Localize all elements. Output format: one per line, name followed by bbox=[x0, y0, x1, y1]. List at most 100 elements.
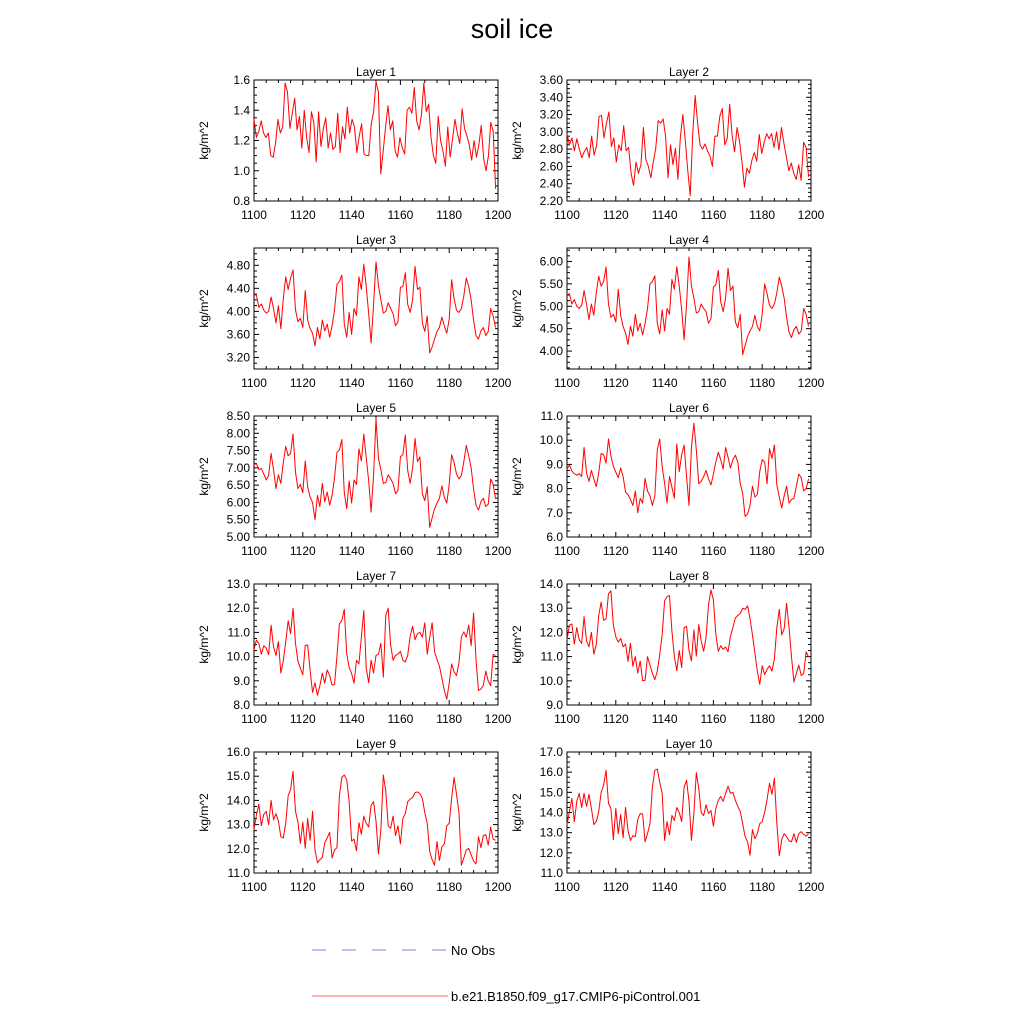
x-tick-label: 1160 bbox=[700, 208, 726, 222]
y-tick-label: 3.20 bbox=[227, 350, 251, 364]
x-tick-label: 1120 bbox=[290, 376, 316, 390]
y-tick-label: 8.00 bbox=[227, 426, 251, 440]
y-axis-label: kg/m^2 bbox=[510, 289, 524, 328]
panel-layer-3: Layer 3 1100 1120 1140 1160 1180 1200 3.20 3.60 4… bbox=[197, 233, 512, 390]
y-axis-label: kg/m^2 bbox=[510, 121, 524, 160]
x-tick-label: 1100 bbox=[554, 544, 580, 558]
y-tick-label: 12.0 bbox=[227, 601, 251, 615]
y-axis-label: kg/m^2 bbox=[510, 457, 524, 496]
y-axis-label: kg/m^2 bbox=[197, 625, 211, 664]
y-tick-label: 7.50 bbox=[227, 444, 251, 458]
x-tick-label: 1100 bbox=[241, 544, 267, 558]
x-tick-label: 1100 bbox=[241, 712, 267, 726]
x-tick-label: 1120 bbox=[603, 880, 629, 894]
panel-layer-4: Layer 4 1100 1120 1140 1160 1180 1200 4.00 4.50 5… bbox=[510, 233, 825, 390]
y-tick-label: 14.0 bbox=[540, 806, 564, 820]
series-line bbox=[253, 81, 497, 189]
y-tick-label: 5.00 bbox=[540, 299, 564, 313]
x-tick-label: 1100 bbox=[241, 208, 267, 222]
y-tick-label: 8.50 bbox=[227, 409, 251, 423]
y-tick-label: 10.0 bbox=[227, 650, 251, 664]
plot-frame bbox=[566, 751, 812, 874]
x-tick-label: 1180 bbox=[749, 880, 775, 894]
panel-layer-9: Layer 9 1100 1120 1140 1160 1180 1200 11.0 12.0 1… bbox=[197, 737, 512, 894]
x-tick-label: 1200 bbox=[798, 880, 825, 894]
y-tick-label: 13.0 bbox=[227, 818, 251, 832]
plot-frame bbox=[253, 79, 499, 202]
panel-title: Layer 2 bbox=[669, 65, 709, 79]
y-tick-label: 12.0 bbox=[540, 625, 564, 639]
x-tick-label: 1200 bbox=[798, 376, 825, 390]
y-tick-label: 14.0 bbox=[540, 577, 564, 591]
x-tick-label: 1120 bbox=[603, 376, 629, 390]
plot-frame bbox=[566, 415, 812, 538]
x-tick-label: 1140 bbox=[652, 376, 678, 390]
panel-title: Layer 9 bbox=[356, 737, 396, 751]
y-axis-label: kg/m^2 bbox=[510, 625, 524, 664]
series-line bbox=[566, 768, 809, 857]
y-tick-label: 6.50 bbox=[227, 478, 251, 492]
y-tick-label: 16.0 bbox=[227, 745, 251, 759]
y-tick-label: 6.00 bbox=[227, 495, 251, 509]
x-tick-label: 1140 bbox=[652, 544, 678, 558]
y-tick-label: 5.00 bbox=[227, 530, 251, 544]
x-tick-label: 1200 bbox=[798, 712, 825, 726]
x-tick-label: 1100 bbox=[554, 880, 580, 894]
x-tick-label: 1140 bbox=[339, 376, 365, 390]
panel-title: Layer 8 bbox=[669, 569, 709, 583]
panel-title: Layer 4 bbox=[669, 233, 709, 247]
x-tick-label: 1120 bbox=[603, 208, 629, 222]
series-line bbox=[566, 95, 810, 197]
y-axis-label: kg/m^2 bbox=[197, 457, 211, 496]
x-tick-label: 1100 bbox=[554, 376, 580, 390]
x-tick-label: 1160 bbox=[387, 544, 413, 558]
y-tick-label: 4.00 bbox=[540, 344, 564, 358]
x-tick-label: 1160 bbox=[387, 208, 413, 222]
x-tick-label: 1180 bbox=[749, 544, 775, 558]
series-line bbox=[566, 422, 810, 517]
x-tick-label: 1180 bbox=[436, 712, 462, 726]
x-tick-label: 1180 bbox=[436, 376, 462, 390]
x-tick-label: 1180 bbox=[749, 208, 775, 222]
x-tick-label: 1160 bbox=[700, 544, 726, 558]
x-tick-label: 1180 bbox=[436, 544, 462, 558]
panel-layer-10: Layer 10 1100 1120 1140 1160 1180 1200 11.0 12.0… bbox=[510, 737, 825, 894]
x-tick-label: 1180 bbox=[749, 376, 775, 390]
x-tick-label: 1100 bbox=[241, 880, 267, 894]
series-line bbox=[253, 261, 497, 354]
x-tick-label: 1100 bbox=[554, 208, 580, 222]
y-tick-label: 14.0 bbox=[227, 793, 251, 807]
y-axis-label: kg/m^2 bbox=[197, 121, 211, 160]
y-tick-label: 10.0 bbox=[540, 674, 564, 688]
series-line bbox=[253, 770, 496, 866]
y-tick-label: 6.0 bbox=[546, 530, 563, 544]
plot-frame bbox=[253, 583, 499, 706]
x-tick-label: 1200 bbox=[485, 208, 512, 222]
y-tick-label: 9.0 bbox=[546, 698, 563, 712]
x-tick-label: 1140 bbox=[339, 208, 365, 222]
plot-frame bbox=[253, 415, 499, 538]
y-tick-label: 15.0 bbox=[227, 769, 251, 783]
y-tick-label: 0.8 bbox=[233, 194, 250, 208]
plot-frame bbox=[566, 583, 812, 706]
x-tick-label: 1200 bbox=[798, 208, 825, 222]
x-tick-label: 1140 bbox=[339, 712, 365, 726]
panel-layer-5: Layer 5 1100 1120 1140 1160 1180 1200 5.00 5.50 6… bbox=[197, 401, 512, 558]
panel-title: Layer 5 bbox=[356, 401, 396, 415]
y-tick-label: 11.0 bbox=[541, 650, 564, 664]
y-tick-label: 4.00 bbox=[227, 304, 251, 318]
chart-title: soil ice bbox=[470, 14, 554, 44]
panel-title: Layer 7 bbox=[356, 569, 396, 583]
panel-layer-1: Layer 1 1100 1120 1140 1160 1180 1200 0.8 1.0 1.2… bbox=[197, 65, 512, 222]
y-tick-label: 2.80 bbox=[540, 142, 564, 156]
series-line bbox=[566, 589, 810, 685]
y-tick-label: 17.0 bbox=[540, 745, 564, 759]
x-tick-label: 1120 bbox=[290, 208, 316, 222]
y-tick-label: 5.50 bbox=[540, 277, 564, 291]
panel-layer-7: Layer 7 1100 1120 1140 1160 1180 1200 8.0 9.0 10.… bbox=[197, 569, 512, 726]
y-tick-label: 11.0 bbox=[541, 866, 564, 880]
x-tick-label: 1100 bbox=[241, 376, 267, 390]
y-tick-label: 16.0 bbox=[540, 765, 564, 779]
x-tick-label: 1120 bbox=[603, 544, 629, 558]
